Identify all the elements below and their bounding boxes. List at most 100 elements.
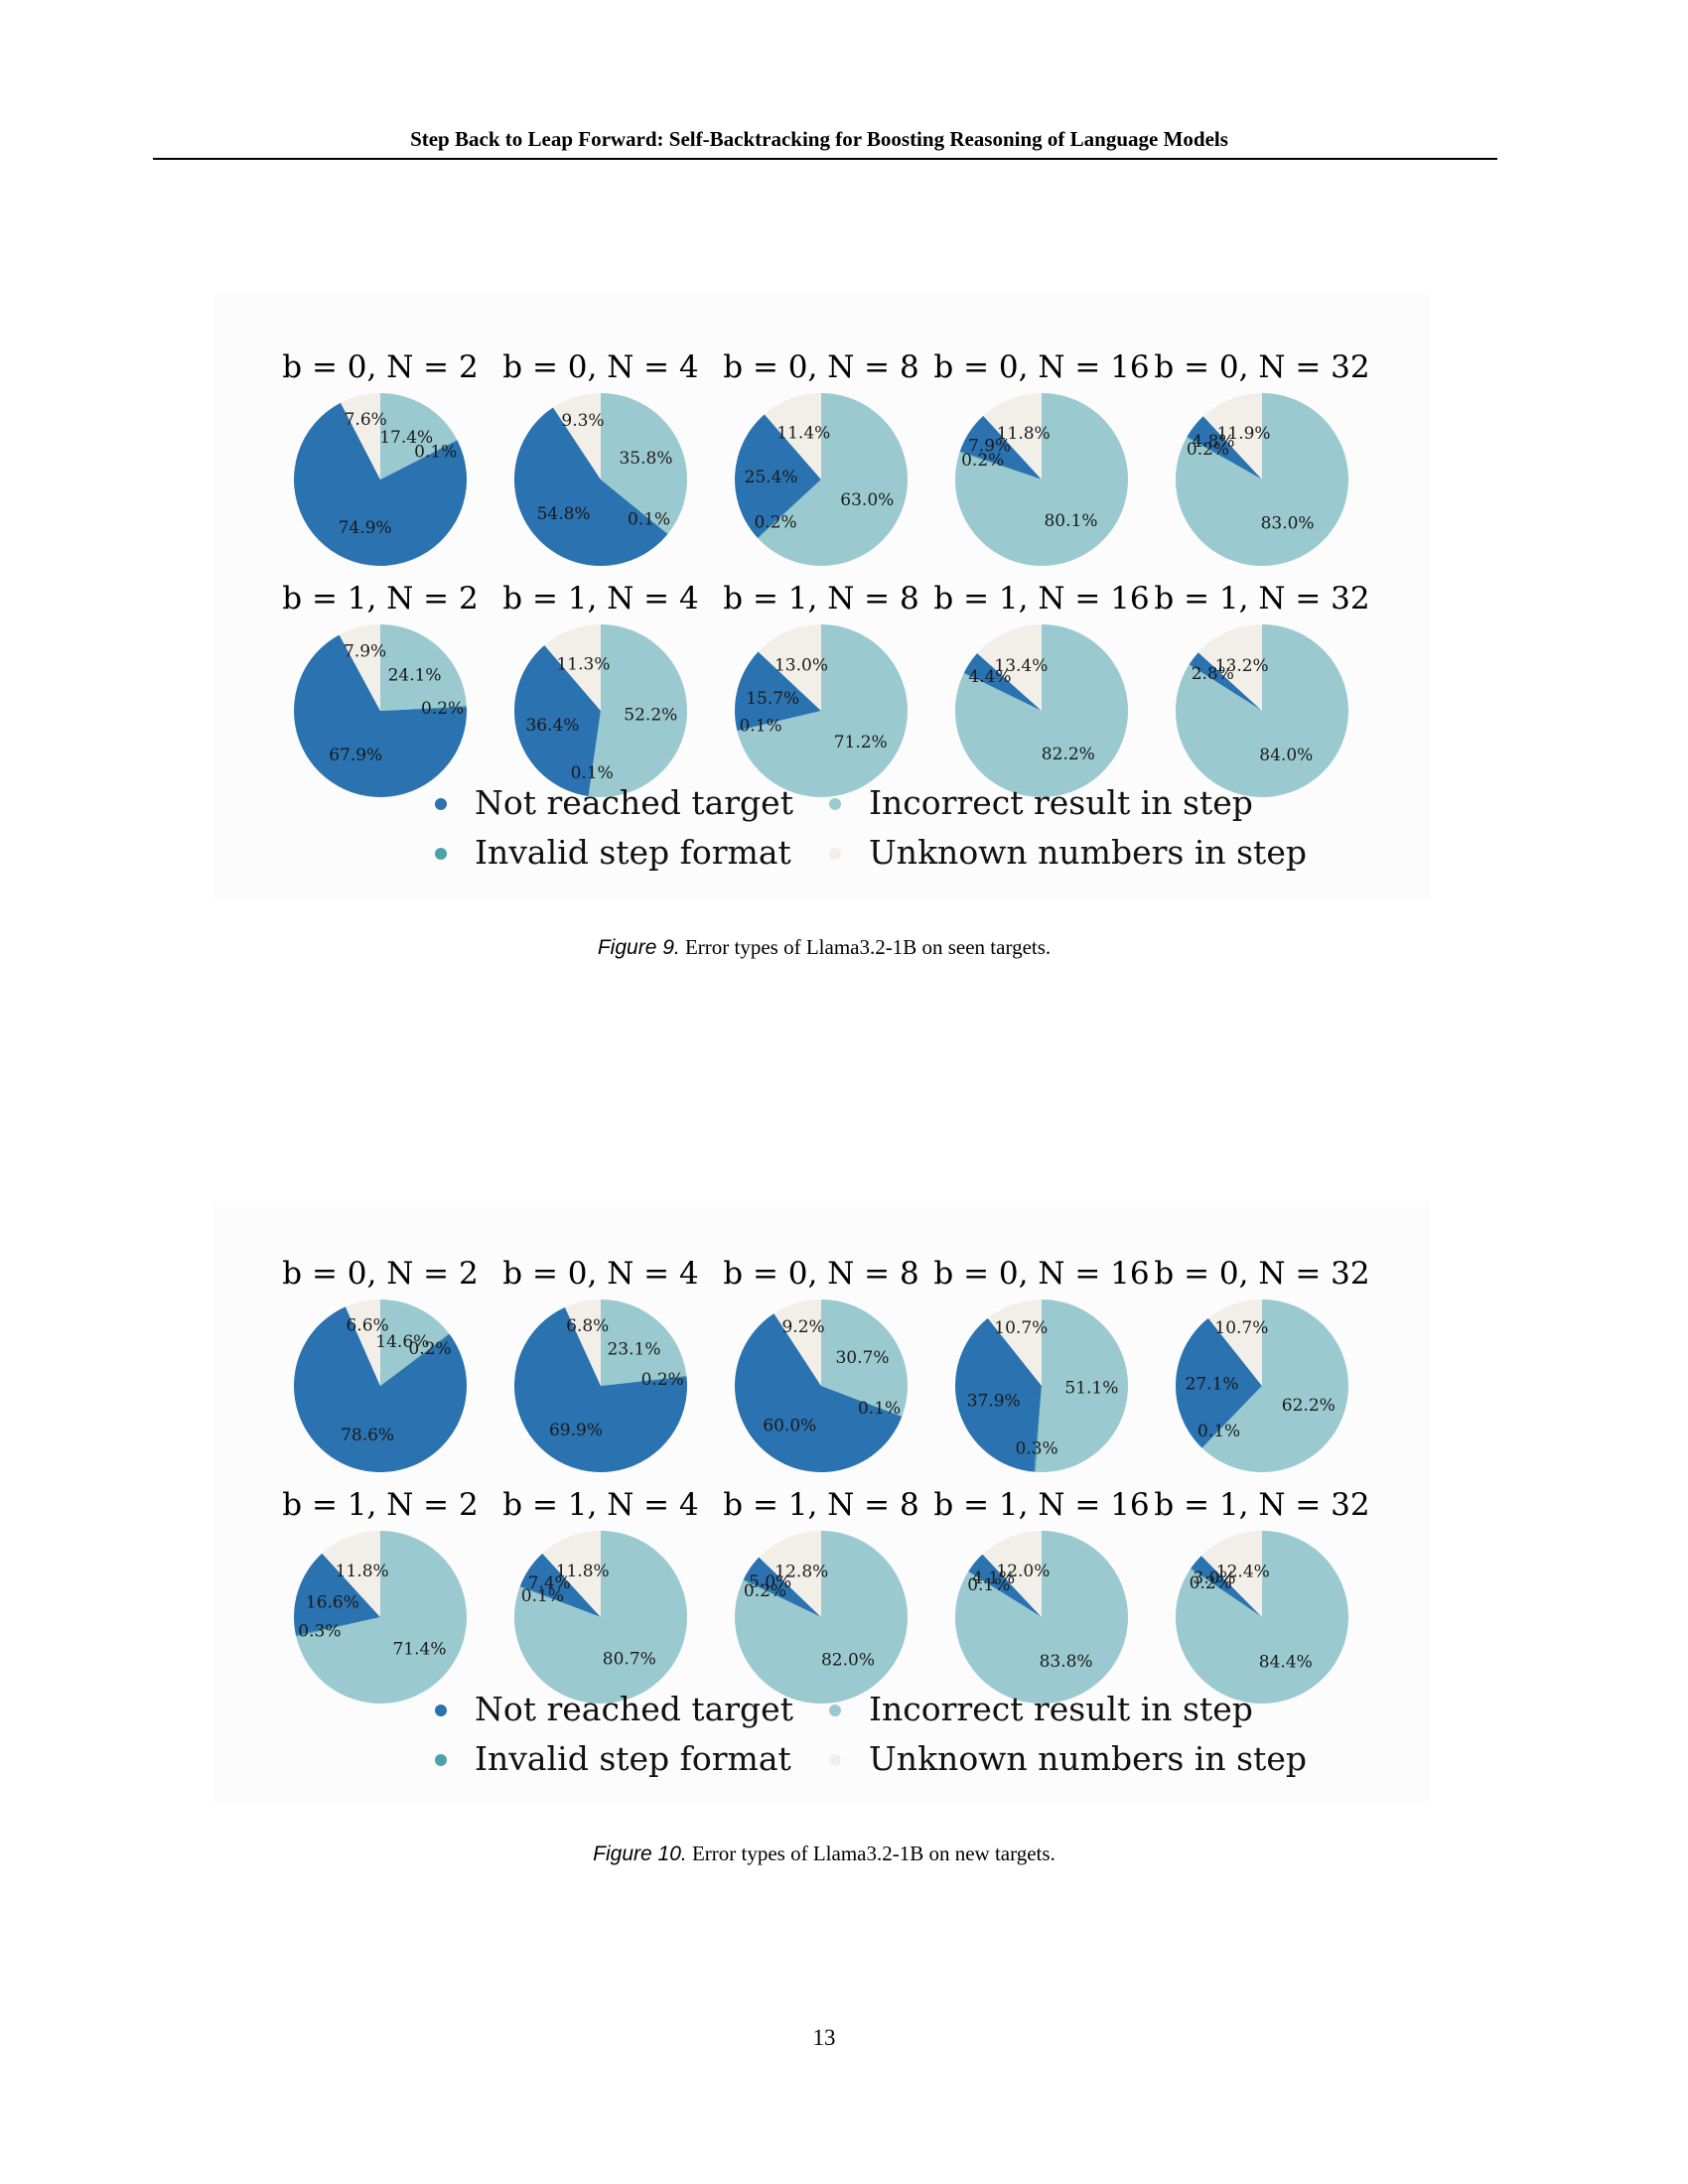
slice-percent-label: 23.1% [607, 1339, 660, 1359]
slice-percent-label: 6.6% [346, 1316, 388, 1336]
slice-percent-label: 0.1% [1197, 1422, 1240, 1441]
slice-percent-label: 3.0% [1193, 1569, 1235, 1588]
pie-chart: b = 1, N = 4 7.4%0.1% 80.7% 11.8% [502, 1487, 699, 1704]
slice-incorrect-result [1175, 393, 1348, 566]
pie-chart: b = 1, N = 16 4.4% 82.2% 13.4% [933, 581, 1150, 797]
slice-unknown-numbers [982, 1531, 1042, 1617]
legend-label: Unknown numbers in step [869, 833, 1307, 872]
slice-unknown-numbers [564, 1299, 601, 1386]
slice-invalid-step-format [519, 1585, 601, 1617]
pie-chart: b = 0, N = 2 78.6% 0.2%14.6%6.6% [282, 1256, 479, 1472]
pie-chart: b = 0, N = 4 54.8% 0.1% 35.8% 9.3% [502, 349, 699, 567]
pie-title: b = 1, N = 32 [1154, 581, 1369, 616]
slice-invalid-step-format [737, 711, 821, 732]
figure-10-panel: b = 0, N = 2 78.6% 0.2% 14.6% 6.6% b = 0, N =… [214, 1200, 1430, 1806]
slice-not-reached-target [1187, 416, 1262, 479]
pie-title: b = 1, N = 2 [282, 1487, 479, 1523]
figure-9-pie-grid: b = 0, N = 274.9%0.1%17.4%7.6%b = 0, N =… [282, 349, 1370, 872]
slice-percent-label: 11.8% [997, 424, 1051, 444]
slice-incorrect-result [737, 624, 909, 797]
pie-title: b = 1, N = 32 [1154, 1487, 1369, 1523]
legend-label: Incorrect result in step [869, 783, 1253, 822]
slice-percent-label: 78.6% [341, 1426, 394, 1445]
slice-percent-label: 80.1% [1044, 511, 1097, 531]
slice-invalid-step-format [959, 451, 1042, 479]
pie-chart: b = 1, N = 2 67.9% 0.2% 24.1%7.9% [282, 581, 479, 798]
slice-percent-label: 17.4% [379, 428, 433, 448]
slice-percent-label: 12.0% [996, 1562, 1050, 1581]
legend-marker [435, 1754, 447, 1766]
slice-percent-label: 0.1% [571, 763, 614, 783]
running-header: Step Back to Leap Forward: Self-Backtrac… [410, 127, 1228, 151]
pie-title: b = 0, N = 8 [723, 1256, 919, 1292]
slice-invalid-step-format [1186, 436, 1262, 479]
slice-percent-label: 51.1% [1064, 1379, 1118, 1399]
slice-percent-label: 4.1% [972, 1569, 1015, 1588]
pie-chart: b = 1, N = 32 2.8% 84.0% 13.2% [1154, 581, 1370, 797]
slice-invalid-step-format [1201, 1386, 1262, 1448]
slice-percent-label: 15.7% [746, 689, 799, 709]
slice-percent-label: 11.3% [556, 655, 610, 675]
slice-incorrect-result [954, 1531, 1128, 1704]
slice-invalid-step-format [821, 1386, 903, 1418]
slice-not-reached-target [734, 651, 821, 732]
legend-marker [435, 798, 447, 810]
slice-percent-label: 7.6% [345, 410, 387, 430]
slice-unknown-numbers [345, 1299, 380, 1386]
slice-incorrect-result [589, 624, 687, 797]
slice-incorrect-result [380, 393, 458, 479]
slice-percent-label: 11.8% [336, 1562, 389, 1581]
slice-percent-label: 4.8% [1192, 432, 1234, 452]
slice-unknown-numbers [542, 1531, 601, 1617]
pie-chart: b = 0, N = 16 37.9% 0.3% 51.1% 10.7% [933, 1256, 1150, 1472]
pie-chart: b = 0, N = 16 7.9%0.2% 80.1% 11.8% [933, 349, 1150, 566]
slice-percent-label: 67.9% [329, 746, 382, 765]
slice-invalid-step-format [295, 1617, 380, 1637]
legend-marker [435, 848, 447, 860]
pie-title: b = 0, N = 16 [933, 1256, 1149, 1292]
slice-incorrect-result [380, 624, 467, 711]
legend-marker [829, 1754, 841, 1766]
slice-not-reached-target [955, 1317, 1042, 1472]
slice-percent-label: 2.8% [1192, 664, 1234, 684]
slice-unknown-numbers [983, 393, 1042, 479]
slice-percent-label: 0.2% [961, 451, 1004, 471]
slice-percent-label: 24.1% [388, 665, 442, 685]
figure-10-caption: Figure 10. Error types of Llama3.2-1B on… [0, 1842, 1648, 1866]
slice-incorrect-result [954, 624, 1128, 797]
legend-marker [829, 798, 841, 810]
slice-invalid-step-format [601, 1375, 687, 1386]
legend-marker [829, 1705, 841, 1716]
figure-9-caption-text: Error types of Llama3.2-1B on seen targe… [684, 935, 1052, 959]
pie-chart: b = 1, N = 8 15.7% 0.1% 71.2% 13.0% [723, 581, 919, 797]
slice-percent-label: 84.0% [1259, 746, 1313, 765]
slice-unknown-numbers [1207, 1299, 1262, 1386]
slice-percent-label: 12.4% [1216, 1562, 1270, 1581]
pie-title: b = 0, N = 16 [933, 349, 1149, 385]
slice-percent-label: 54.8% [537, 504, 591, 524]
legend-label: Not reached target [475, 783, 793, 822]
legend-item: Unknown numbers in step [829, 833, 1307, 872]
figure-10-caption-label: Figure 10. [593, 1843, 687, 1865]
slice-invalid-step-format [380, 440, 458, 479]
pie-chart: b = 1, N = 32 3.0%0.2% 84.4% 12.4% [1154, 1487, 1370, 1704]
slice-unknown-numbers [553, 393, 601, 479]
slice-percent-label: 83.0% [1261, 514, 1315, 534]
slice-percent-label: 83.8% [1040, 1652, 1093, 1672]
slice-percent-label: 71.4% [392, 1639, 446, 1659]
pie-chart: b = 1, N = 16 4.1%0.1% 83.8% 12.0% [933, 1487, 1150, 1704]
slice-percent-label: 60.0% [763, 1416, 816, 1435]
slice-incorrect-result [513, 1531, 687, 1704]
pie-chart: b = 0, N = 32 4.8%0.2% 83.0% 11.9% [1154, 349, 1370, 566]
slice-not-reached-target [735, 1313, 903, 1472]
slice-incorrect-result [1176, 1531, 1349, 1704]
pie-chart: b = 1, N = 2 16.6% 0.3% 71.4% 11.8% [282, 1487, 479, 1704]
slice-percent-label: 12.8% [774, 1563, 828, 1582]
slice-not-reached-target [1191, 1556, 1262, 1617]
slice-unknown-numbers [977, 624, 1042, 711]
slice-incorrect-result [1175, 624, 1348, 797]
pie-title: b = 1, N = 8 [723, 1487, 919, 1523]
pie-title: b = 1, N = 16 [933, 581, 1149, 616]
pie-title: b = 0, N = 4 [502, 1256, 699, 1292]
slice-incorrect-result [758, 393, 908, 566]
